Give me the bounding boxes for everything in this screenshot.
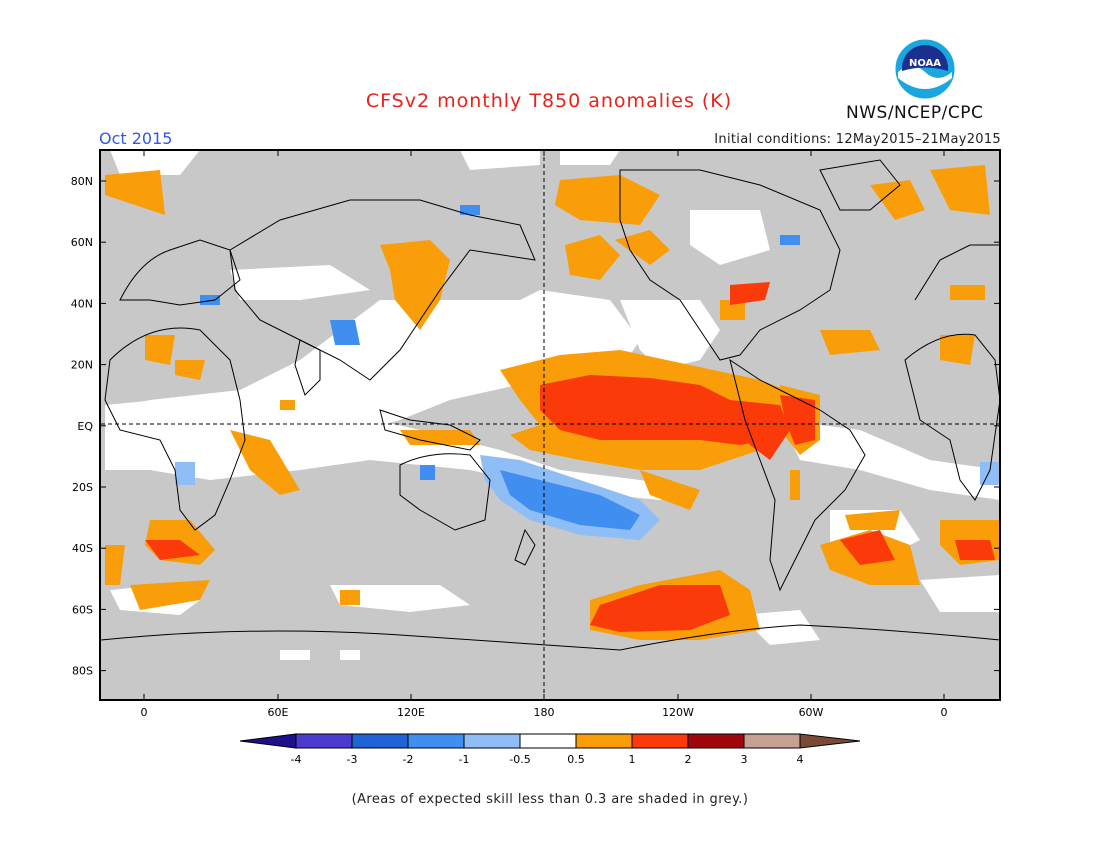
- lon-label: 60E: [268, 706, 289, 719]
- lat-label: 40N: [71, 297, 93, 310]
- lat-label: 40S: [72, 542, 93, 555]
- noaa-logo: NOAA: [894, 38, 956, 100]
- noaa-logo-text: NOAA: [909, 58, 941, 69]
- lat-label: 60N: [71, 236, 93, 249]
- skill-footnote: (Areas of expected skill less than 0.3 a…: [351, 792, 749, 807]
- lon-label: 180: [534, 706, 555, 719]
- forecast-month: Oct 2015: [99, 129, 173, 148]
- lat-label: 20N: [71, 359, 93, 372]
- lat-label: 60S: [72, 603, 93, 616]
- lat-label: 80S: [72, 665, 93, 678]
- axis-ticks: [100, 150, 1000, 700]
- strong-warm-regions: [145, 282, 995, 632]
- chart-title: CFSv2 monthly T850 anomalies (K): [365, 90, 733, 112]
- longitude-labels: 0 60E 120E 180 120W 60W 0: [141, 706, 948, 719]
- coastlines: [101, 159, 1000, 651]
- lat-label: 80N: [71, 175, 93, 188]
- lat-label: 20S: [72, 481, 93, 494]
- initial-conditions: Initial conditions: 12May2015–21May2015: [714, 132, 1001, 147]
- lon-label: 60W: [799, 706, 824, 719]
- lon-label: 0: [941, 706, 948, 719]
- map-frame: [99, 149, 1001, 701]
- map-field: [101, 150, 1000, 699]
- lon-label: 120W: [662, 706, 694, 719]
- anomaly-map: 80N 60N 40N 20N EQ 20S 40S 60S 80S 0 60E 120E 180 12…: [71, 149, 1001, 719]
- lat-label: EQ: [77, 420, 93, 433]
- lon-label: 0: [141, 706, 148, 719]
- latitude-labels: 80N 60N 40N 20N EQ 20S 40S 60S 80S: [71, 175, 94, 678]
- agency-label: NWS/NCEP/CPC: [846, 103, 984, 123]
- lon-label: 120E: [397, 706, 425, 719]
